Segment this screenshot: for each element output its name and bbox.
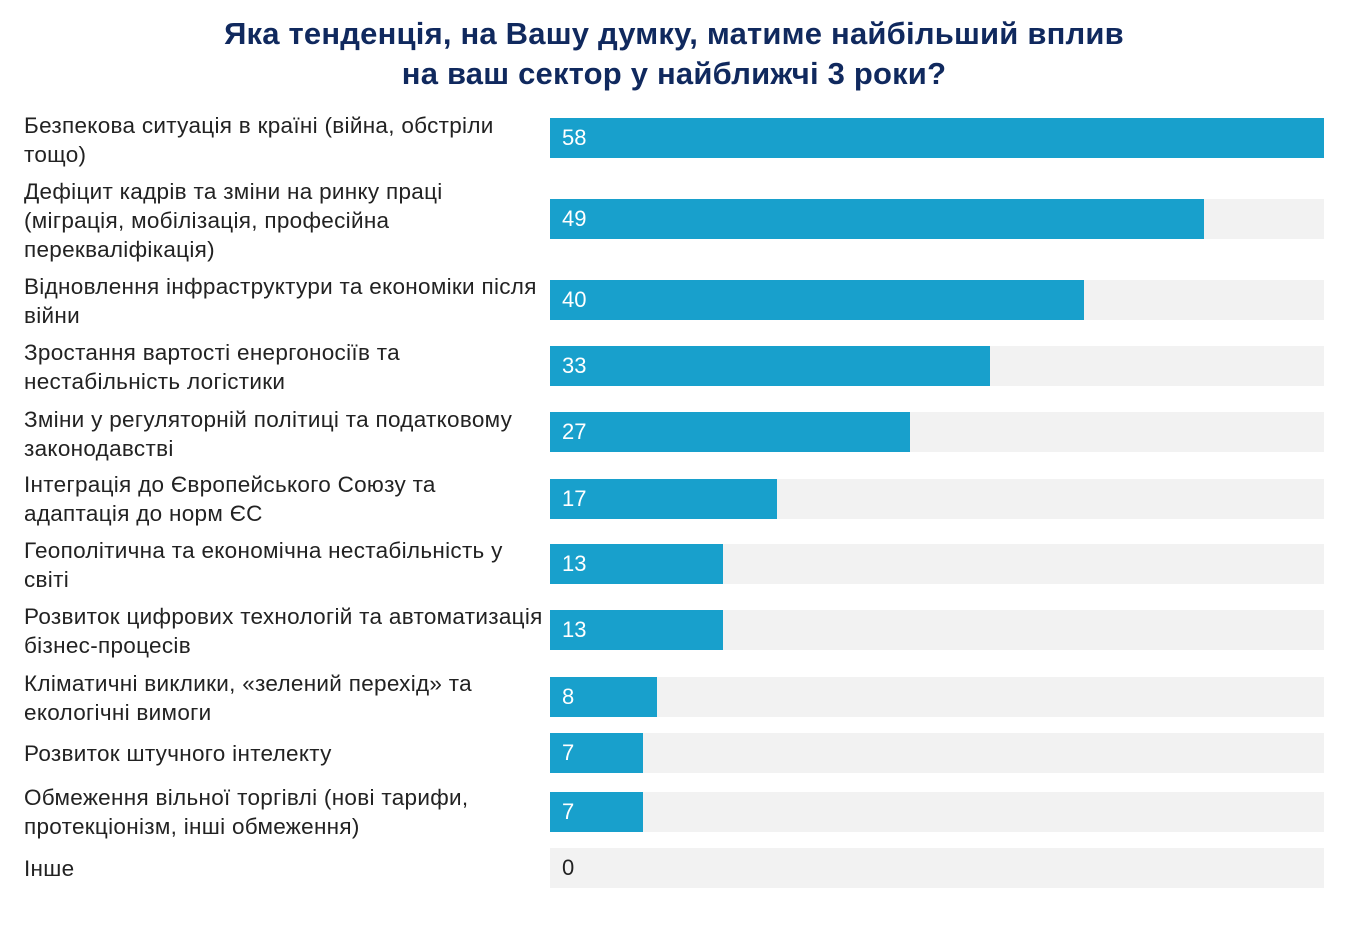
category-label: Зростання вартості енергоносіїв та неста… [24,340,400,394]
bar-track: 40 [550,280,1324,320]
category-label: Обмеження вільної торгівлі (нові тарифи,… [24,785,469,839]
chart-title: Яка тенденція, на Вашу думку, матиме най… [0,14,1348,94]
bar [550,280,1084,320]
chart-title-line-1: Яка тенденція, на Вашу думку, матиме най… [224,16,1124,51]
bar [550,479,777,519]
data-label: 13 [562,551,587,576]
bar [550,199,1204,239]
data-label: 7 [562,740,575,765]
data-label: 7 [562,799,575,824]
bar-track: 0 [550,848,1324,888]
bar-track: 13 [550,610,1324,650]
category-label: Відновлення інфраструктури та економіки … [24,274,537,328]
bar-track: 8 [550,677,1324,717]
bar-track: 7 [550,733,1324,773]
category-label: Дефіцит кадрів та зміни на ринку праці (… [24,179,443,262]
bar [550,792,644,832]
category-label: Безпекова ситуація в країні (війна, обст… [24,113,494,167]
bar [550,118,1324,158]
category-label: Інше [24,856,75,881]
bar [550,544,724,584]
bar [550,412,911,452]
bar-track: 27 [550,412,1324,452]
bar [550,346,991,386]
bar-track: 17 [550,479,1324,519]
bar-track: 49 [550,199,1324,239]
data-label: 40 [562,287,587,312]
category-label: Розвиток штучного інтелекту [24,741,332,766]
chart-title-line-2: на ваш сектор у найближчі 3 роки? [401,56,947,91]
bar [550,733,644,773]
category-label: Геополітична та економічна нестабільніст… [24,538,503,592]
category-label: Розвиток цифрових технологій та автомати… [24,604,543,658]
data-label: 8 [562,684,575,709]
bar-track: 7 [550,792,1324,832]
data-label: 33 [562,353,587,378]
category-label: Зміни у регуляторній політиці та податко… [24,407,513,461]
bar [550,610,724,650]
bar [550,677,657,717]
bar-track: 33 [550,346,1324,386]
data-label: 27 [562,419,587,444]
data-label: 13 [562,617,587,642]
category-label: Інтеграція до Європейського Союзу та ада… [24,472,436,526]
data-label: 17 [562,486,587,511]
data-label: 58 [562,125,587,150]
data-label: 49 [562,206,587,231]
bar-track: 13 [550,544,1324,584]
data-label: 0 [562,855,575,880]
category-label: Кліматичні виклики, «зелений перехід» та… [24,671,472,725]
bar-track: 58 [550,118,1324,158]
